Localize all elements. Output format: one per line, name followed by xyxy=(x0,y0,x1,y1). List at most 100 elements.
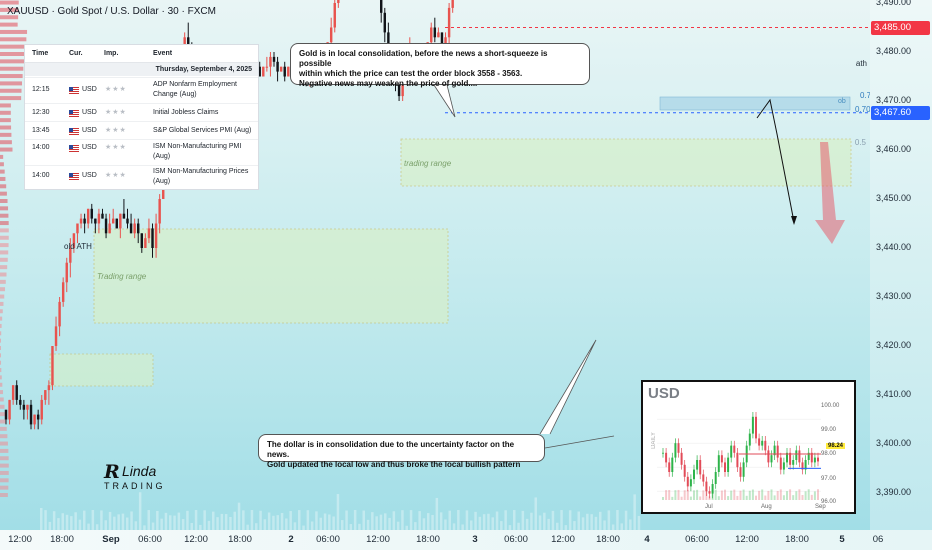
volume-bar xyxy=(194,510,198,530)
volume-profile-bar xyxy=(0,353,1,358)
economic-calendar: Time Cur. Imp. Event Thursday, September… xyxy=(24,44,259,190)
volume-bar xyxy=(57,518,60,530)
inset-volume xyxy=(786,491,788,500)
volume-profile-bar xyxy=(0,7,19,12)
volume-bar xyxy=(332,516,335,530)
volume-bar xyxy=(143,525,146,530)
inset-candle xyxy=(717,450,720,500)
inset-volume xyxy=(761,489,764,500)
inset-body xyxy=(662,452,664,454)
volume-bar xyxy=(160,518,163,530)
volume-bar xyxy=(448,510,451,530)
volume-bar xyxy=(581,517,585,530)
inset-candle xyxy=(751,412,754,500)
volume-profile-bar xyxy=(0,176,6,181)
volume-bar xyxy=(345,510,348,530)
calendar-row[interactable]: 14:00 USD ★★★ ISM Non-Manufacturing PMI … xyxy=(25,139,258,165)
volume-bar xyxy=(134,521,138,530)
candle-body xyxy=(44,390,47,400)
time-axis[interactable]: 12:00 18:00 Sep 06:00 12:00 18:00 2 06:00 12:00 1… xyxy=(0,530,932,550)
inset-volume xyxy=(789,489,792,500)
note-top[interactable]: Gold is in local consolidation, before t… xyxy=(290,43,590,88)
calendar-date: Thursday, September 4, 2025 xyxy=(25,63,258,76)
calendar-row[interactable]: 12:30 USD ★★★ Initial Jobless Claims xyxy=(25,103,258,121)
volume-bar xyxy=(616,510,619,530)
note-bottom-line: The dollar is in consolidation due to th… xyxy=(267,440,515,459)
candle xyxy=(451,0,454,13)
x-tick-label: 18:00 xyxy=(785,534,809,545)
x-tick-label: 12:00 xyxy=(551,534,575,545)
inset-volume xyxy=(807,489,810,500)
inset-body xyxy=(770,455,773,463)
inset-volume xyxy=(745,495,748,500)
inset-candle xyxy=(813,452,816,500)
volume-bar xyxy=(173,515,176,530)
inset-candle xyxy=(767,445,770,500)
volume-bar xyxy=(435,497,439,530)
candle-body xyxy=(86,208,90,224)
y-tick-label: 3,440.00 xyxy=(876,242,912,252)
volume-bar xyxy=(328,514,331,530)
calendar-row[interactable]: 14:00 USD ★★★ ISM Non-Manufacturing Pric… xyxy=(25,165,258,189)
volume-bar xyxy=(388,517,391,530)
volume-bar xyxy=(543,512,546,530)
inset-body xyxy=(748,433,751,446)
inset-volume xyxy=(736,495,739,500)
volume-profile-bar xyxy=(0,346,1,350)
candle-body xyxy=(19,399,22,405)
candle-body xyxy=(337,0,340,3)
price-level-label: 3,467.60 xyxy=(871,105,930,120)
event-currency: USD xyxy=(82,172,97,179)
candle xyxy=(90,203,93,224)
y-tick-label: 3,410.00 xyxy=(876,389,912,399)
note-bottom-pointer xyxy=(539,339,597,435)
inset-body xyxy=(764,440,767,451)
candle xyxy=(26,404,29,420)
volume-profile-bar xyxy=(0,493,8,497)
volume-bar xyxy=(229,516,232,530)
volume-bar xyxy=(396,521,400,530)
inset-body xyxy=(807,452,810,460)
volume-bar xyxy=(52,511,56,530)
candle-body xyxy=(154,223,158,248)
candle-body xyxy=(72,233,76,248)
candle-body xyxy=(269,56,272,67)
inset-candle xyxy=(779,452,782,500)
x-tick-label: 3 xyxy=(472,534,478,545)
inset-body xyxy=(792,460,795,465)
x-tick-label: 5 xyxy=(839,534,845,545)
inset-ytick: 100.00 xyxy=(821,403,840,409)
us-flag-icon xyxy=(69,173,79,180)
inset-volume xyxy=(724,489,726,500)
candle xyxy=(337,0,340,8)
volume-bar xyxy=(310,521,314,530)
volume-bar xyxy=(418,511,421,530)
inset-body xyxy=(683,464,686,477)
symbol-title[interactable]: XAUUSD · Gold Spot / U.S. Dollar · 30 · … xyxy=(7,6,216,17)
price-axis[interactable]: 3,600.003,590.003,580.003,570.003,560.00… xyxy=(870,0,932,530)
calendar-row[interactable]: 13:45 USD ★★★ S&P Global Services PMI (A… xyxy=(25,121,258,139)
note-bottom[interactable]: The dollar is in consolidation due to th… xyxy=(258,434,545,469)
volume-bar xyxy=(491,517,494,530)
calendar-row[interactable]: 12:15 USD ★★★ ADP Nonfarm Employment Cha… xyxy=(25,77,258,103)
candle-body xyxy=(283,66,286,77)
candle-body xyxy=(47,385,51,391)
usd-inset-chart[interactable]: USD DAILY 100.00 99.00 98.00 97.00 96.00… xyxy=(641,380,856,514)
inset-body xyxy=(708,491,711,494)
candle xyxy=(276,56,279,82)
candle-body xyxy=(158,199,161,224)
volume-bar xyxy=(164,512,168,530)
candle xyxy=(383,7,387,43)
candle xyxy=(76,223,79,244)
candle xyxy=(22,399,26,420)
inset-candle xyxy=(739,462,742,500)
volume-profile-bar xyxy=(0,456,9,461)
candle-body xyxy=(51,346,54,386)
candle-body xyxy=(76,223,79,234)
inset-xtick: Jul xyxy=(705,504,713,510)
volume-profile-bar xyxy=(0,199,8,203)
volume-bar xyxy=(302,525,305,530)
volume-profile-bar xyxy=(0,419,7,424)
volume-bar xyxy=(409,510,413,530)
x-tick-label: 12:00 xyxy=(735,534,759,545)
